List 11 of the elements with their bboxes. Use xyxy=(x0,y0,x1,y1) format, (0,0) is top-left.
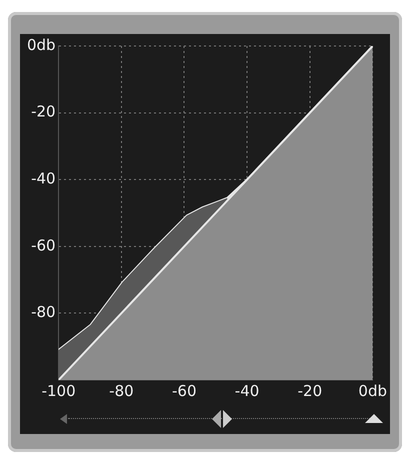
y-tick-label: -80 xyxy=(31,303,56,322)
y-tick-label: 0db xyxy=(26,36,56,54)
x-tick-label: -80 xyxy=(109,382,134,400)
y-tick-label: -60 xyxy=(31,236,56,254)
x-tick-label: -100 xyxy=(42,382,76,400)
y-tick-label: -20 xyxy=(31,102,56,121)
x-tick-label: -40 xyxy=(234,382,260,400)
x-tick-label: 0db xyxy=(358,382,388,400)
x-tick-label: -20 xyxy=(298,382,322,400)
x-tick-label: -60 xyxy=(172,382,196,400)
y-tick-label: -40 xyxy=(31,169,56,188)
